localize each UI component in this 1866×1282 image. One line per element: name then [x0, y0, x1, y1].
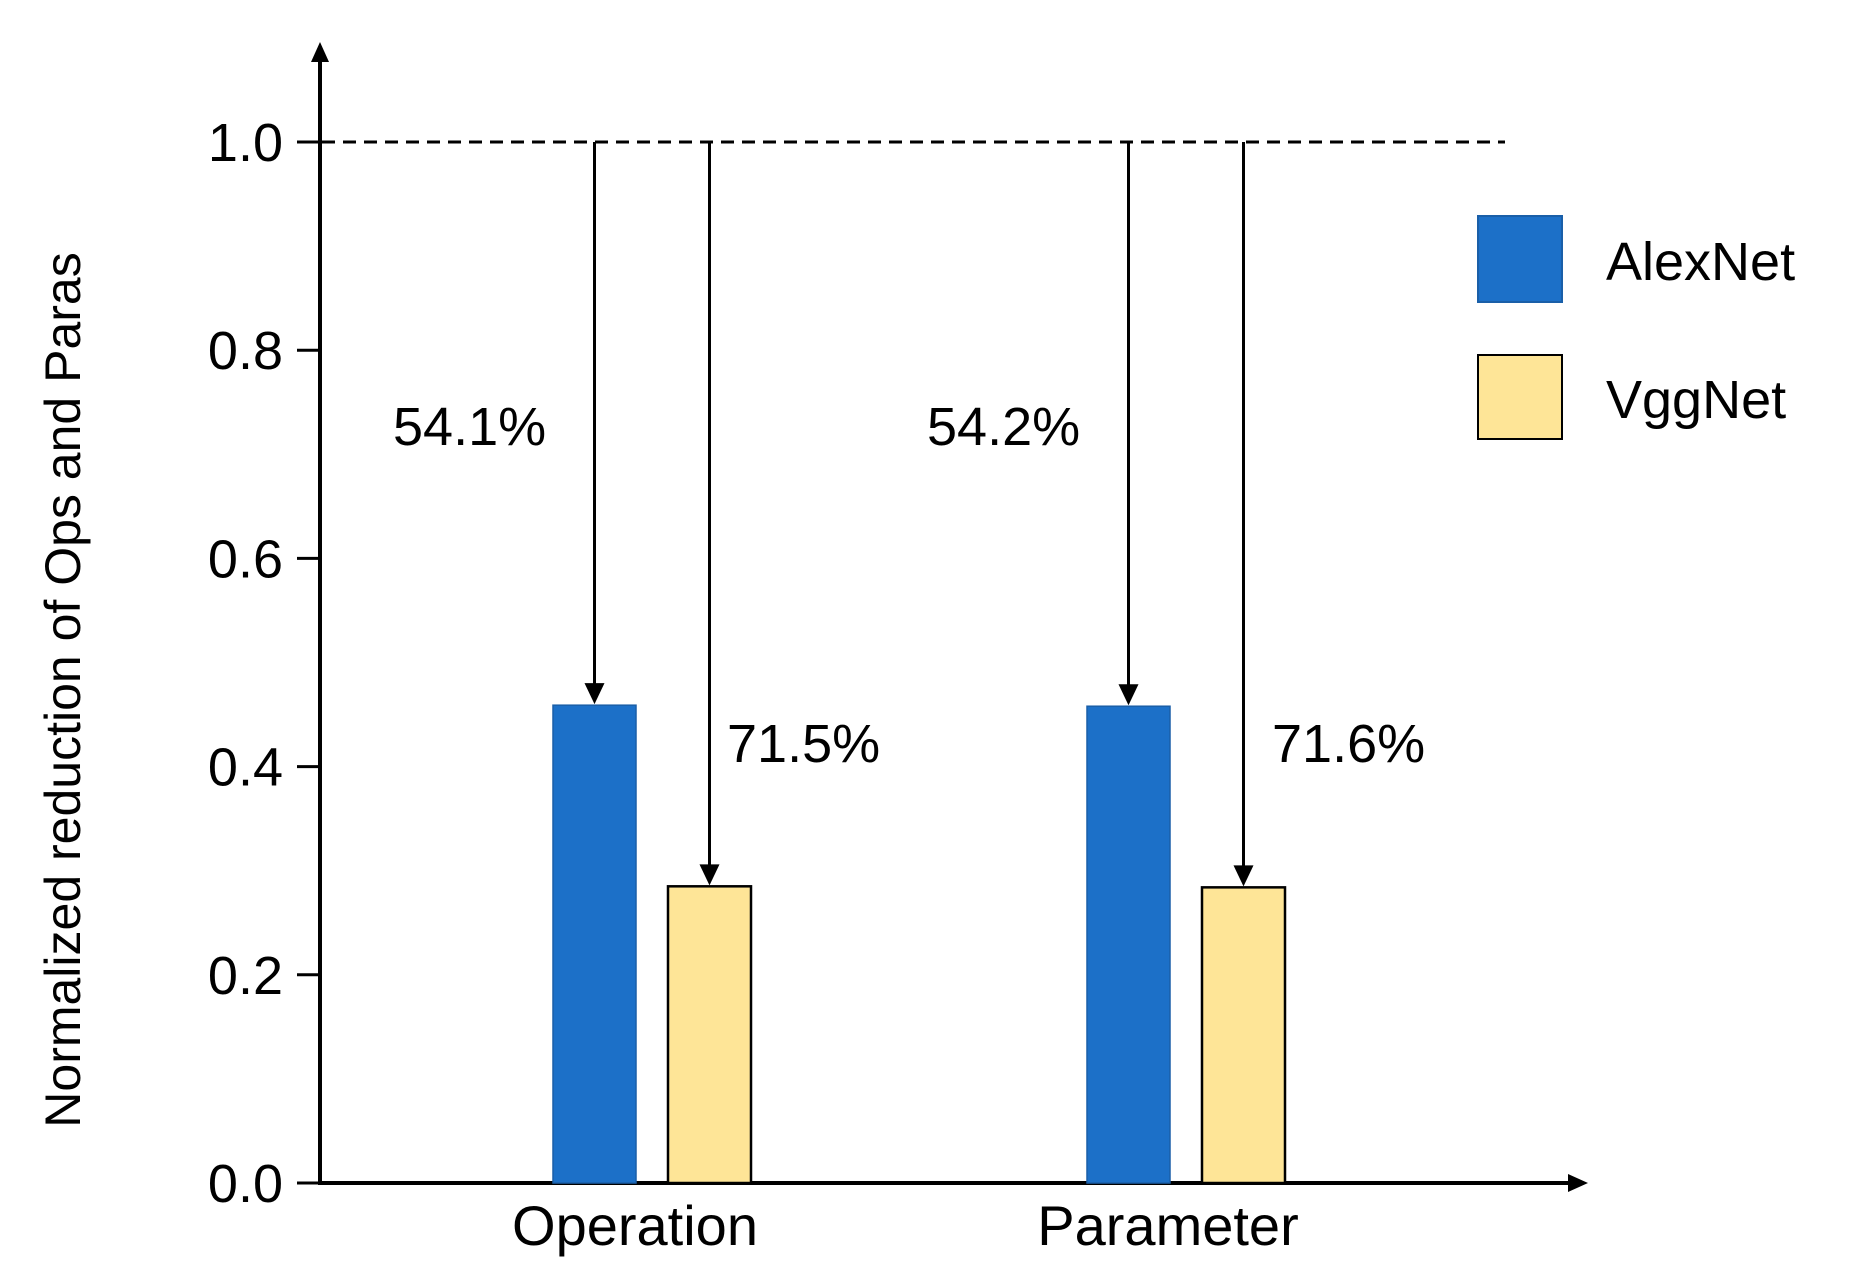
- arrow-head-parameter-vggnet: [1233, 865, 1254, 887]
- annotation-operation-alexnet: 54.1%: [393, 397, 546, 457]
- arrow-head-operation-alexnet: [584, 683, 605, 705]
- y-tick-label-0.2: 0.2: [208, 946, 283, 1006]
- bar-parameter-alexnet: [1086, 705, 1171, 1184]
- legend: AlexNet VggNet: [1477, 215, 1795, 440]
- y-axis-arrowhead: [311, 42, 329, 62]
- annotation-operation-vggnet: 71.5%: [727, 714, 880, 774]
- legend-swatch-alexnet: [1477, 215, 1563, 303]
- bars-group: [552, 704, 1287, 1185]
- y-tick-label-1.0: 1.0: [208, 113, 283, 173]
- y-tick-label-0.0: 0.0: [208, 1154, 283, 1214]
- x-axis-arrowhead: [1568, 1174, 1588, 1192]
- reduction-arrows: [584, 142, 1254, 887]
- bar-operation-alexnet: [552, 704, 637, 1184]
- y-tick-label-0.8: 0.8: [208, 321, 283, 381]
- legend-label-vggnet: VggNet: [1606, 370, 1786, 430]
- annotation-parameter-vggnet: 71.6%: [1272, 714, 1425, 774]
- y-tick-label-0.6: 0.6: [208, 529, 283, 589]
- annotation-parameter-alexnet: 54.2%: [927, 397, 1080, 457]
- bar-operation-vggnet: [666, 885, 753, 1185]
- y-tick-label-0.4: 0.4: [208, 738, 283, 798]
- arrow-head-parameter-alexnet: [1118, 684, 1139, 706]
- bar-parameter-vggnet: [1200, 886, 1287, 1185]
- legend-swatch-vggnet: [1477, 354, 1563, 440]
- x-tick-label-parameter: Parameter: [1037, 1194, 1298, 1257]
- legend-label-alexnet: AlexNet: [1606, 232, 1795, 292]
- x-tick-label-operation: Operation: [512, 1194, 758, 1257]
- arrow-head-operation-vggnet: [699, 864, 720, 886]
- y-ticks: 0.0 0.2 0.4 0.6 0.8 1.0: [208, 113, 320, 1214]
- y-axis-title: Normalized reduction of Ops and Paras: [35, 252, 91, 1127]
